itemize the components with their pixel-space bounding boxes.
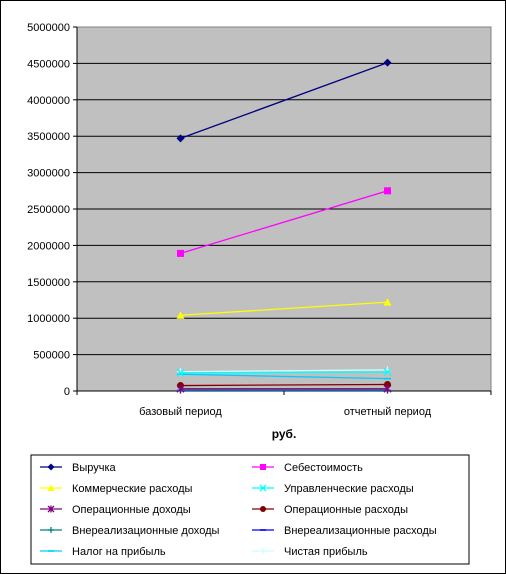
y-tick-label: 3000000 [27,168,70,180]
series-point [383,384,392,393]
series-line [180,301,388,316]
y-axis-tick-labels: 0 500000 1000000 1500000 2000000 2500000 30000… [27,22,70,398]
series-point [383,58,392,67]
y-tick-label: 3500000 [27,131,70,143]
legend-entry: Выручка [40,462,117,474]
y-tick-label: 0 [64,386,70,398]
legend-label: Себестоимость [284,462,363,474]
y-tick-label: 1000000 [27,313,70,325]
legend-label: Внереализационные доходы [72,525,219,537]
series-point [176,368,185,377]
series-group [176,368,392,377]
legend-label: Коммерческие расходы [72,483,193,495]
series-group [176,58,392,143]
series-line [180,383,388,387]
legend-marker [47,484,55,491]
series-group [176,384,392,393]
legend-entry: Себестоимость [252,462,363,474]
legend-label: Выручка [72,462,117,474]
legend-marker [260,464,266,470]
legend-label: Управленческие расходы [284,483,414,495]
series-line [180,369,388,373]
series-group [176,298,392,319]
series-line [180,371,388,374]
legend-marker [48,527,54,533]
legend-entry: Внереализационные доходы [40,525,219,537]
series-point [176,311,185,319]
series-lines [176,58,392,394]
legend-entry: Операционные доходы [40,504,191,516]
legend-marker [259,484,267,492]
series-point [176,384,185,393]
series-point [176,134,185,143]
legend: Выручка Себестоимость Коммерческие расходы… [40,462,437,558]
legend-marker [260,548,266,554]
legend-entry: Налог на прибыль [40,546,166,558]
x-tick-label: отчетный период [344,406,432,418]
legend-label: Операционные доходы [72,504,191,516]
legend-entry: Чистая прибыль [252,546,368,558]
legend-box [30,454,470,565]
series-line [180,62,388,139]
legend-entry: Операционные расходы [252,504,408,516]
series-point [177,249,184,257]
y-tick-label: 4500000 [27,58,70,70]
legend-label: Внереализационные расходы [284,525,437,537]
y-tick-label: 2500000 [27,204,70,216]
legend-marker [47,505,55,513]
series-point [384,187,391,195]
series-line [180,373,388,380]
y-tick-label: 2000000 [27,240,70,252]
legend-label: Операционные расходы [284,504,408,516]
series-group [177,187,391,257]
y-tick-label: 1500000 [27,277,70,289]
legend-label: Чистая прибыль [284,546,368,558]
x-tick-label: базовый период [139,406,222,418]
series-point [383,368,392,377]
legend-entry: Коммерческие расходы [40,483,193,495]
y-tick-label: 500000 [33,350,70,362]
legend-marker [47,463,55,471]
series-point [383,298,392,306]
x-axis-label: руб. [272,427,297,441]
x-axis-tick-labels: базовый период отчетный период [139,406,432,418]
legend-entry: Внереализационные расходы [252,525,437,537]
legend-entry: Управленческие расходы [252,483,414,495]
legend-marker [260,506,266,512]
y-tick-label: 5000000 [27,22,70,34]
series-line [180,190,388,255]
legend-label: Налог на прибыль [72,546,166,558]
y-tick-label: 4000000 [27,95,70,107]
